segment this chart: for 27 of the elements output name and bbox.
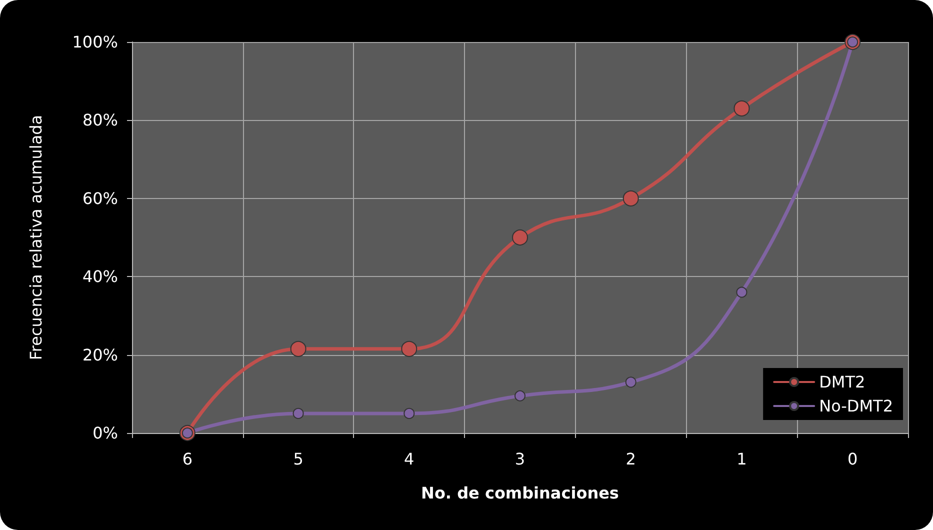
legend-label: No-DMT2 <box>819 396 893 416</box>
point <box>512 230 528 246</box>
point <box>622 190 639 206</box>
legend-label: DMT2 <box>819 372 866 392</box>
x-tick-label: 1 <box>736 450 747 468</box>
x-tick-label: 3 <box>514 450 526 468</box>
point <box>290 340 306 357</box>
y-tick-label: 0% <box>92 424 118 442</box>
y-tick-label: 100% <box>72 32 118 52</box>
point <box>292 408 304 419</box>
y-tick-label: 60% <box>82 188 118 208</box>
point <box>734 100 750 116</box>
x-tick-label: 6 <box>182 450 193 468</box>
y-tick-label: 40% <box>82 267 118 286</box>
y-tick-label: 20% <box>82 345 118 364</box>
x-tick-label: 0 <box>847 450 858 468</box>
point <box>625 376 636 388</box>
point <box>514 390 526 402</box>
x-axis-title: No. de combinaciones <box>421 484 619 502</box>
x-tick-label: 2 <box>626 450 636 468</box>
x-tick-label: 5 <box>293 450 304 468</box>
y-tick-label: 80% <box>82 110 118 130</box>
y-axis-title: Frecuencia relativa acumulada <box>26 114 46 360</box>
point <box>401 340 418 357</box>
x-tick-label: 4 <box>404 450 414 468</box>
point <box>736 286 748 298</box>
point <box>404 408 415 419</box>
